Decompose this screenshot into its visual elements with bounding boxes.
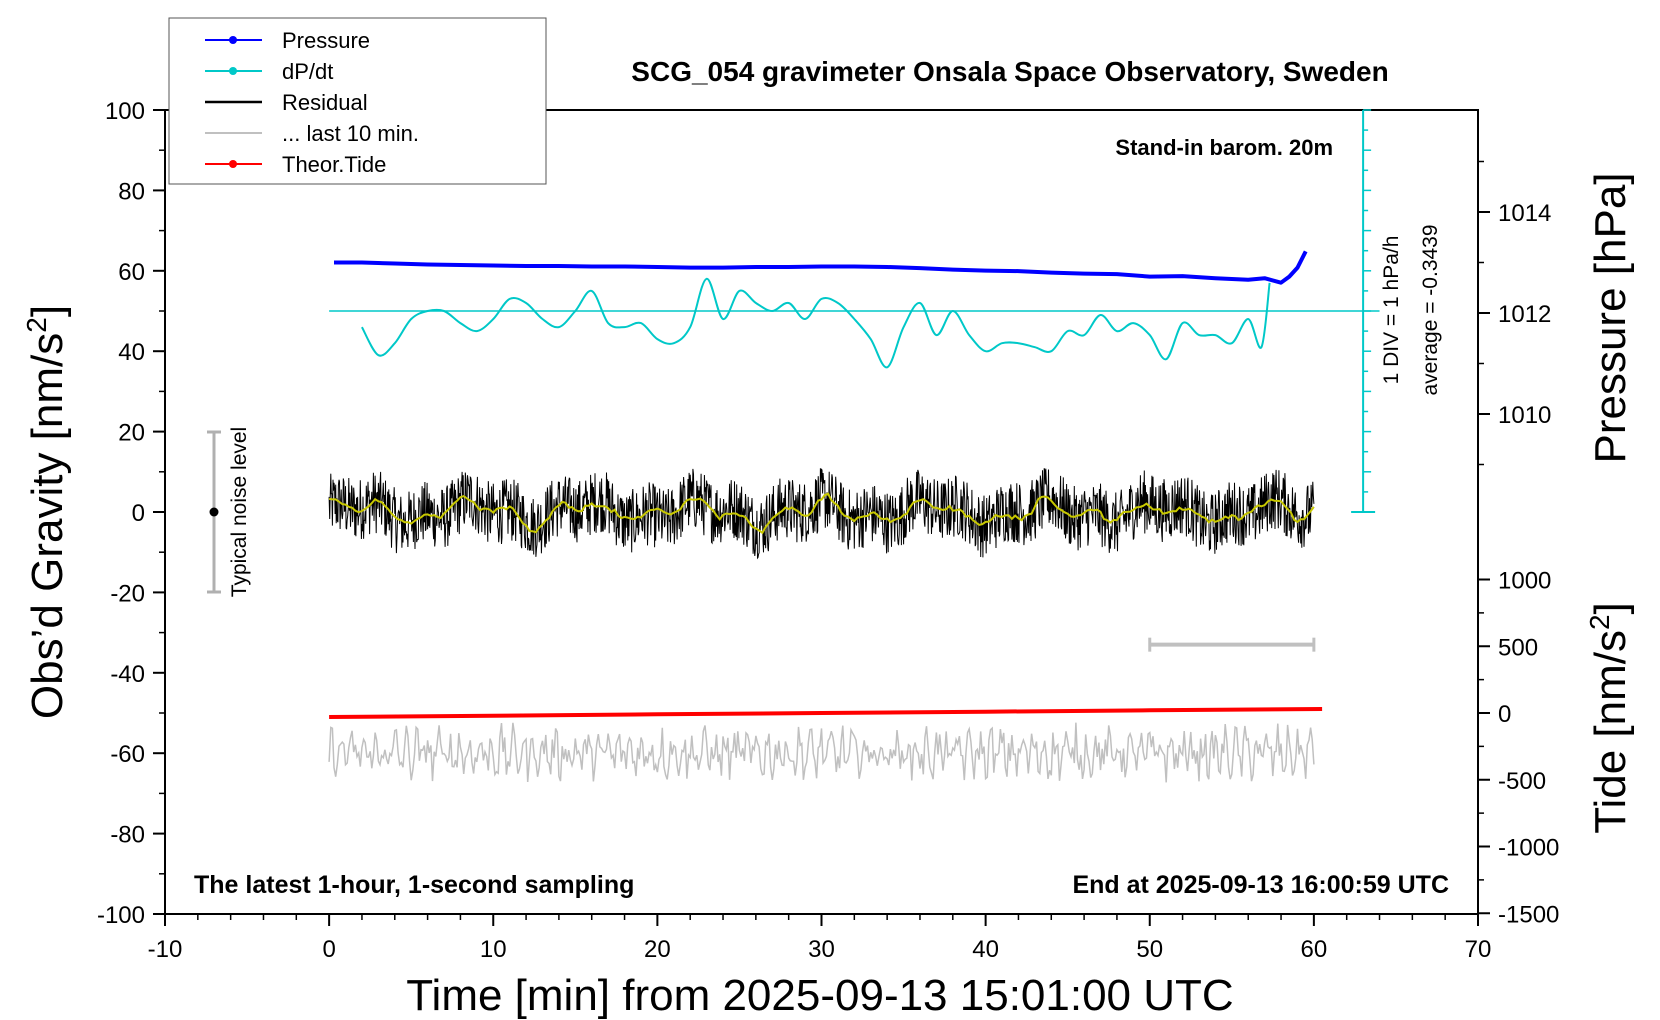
tide-tick-label: 1000 [1498, 568, 1551, 595]
x-axis: -10 0 10 20 30 40 50 60 70 [148, 914, 1492, 963]
pressure-tick-label: 1014 [1498, 200, 1551, 227]
tide-tick-label: 500 [1498, 634, 1538, 661]
series-layer [328, 250, 1323, 783]
noise-label: Typical noise level [228, 427, 251, 597]
y-axis-tide: 1000 500 0 -500 -1000 -1500 [1478, 568, 1559, 928]
x-tick-label: 20 [644, 936, 671, 963]
tide-tick-label: -500 [1498, 768, 1546, 795]
residual-smooth-line [328, 492, 1315, 535]
x-tick-label: 70 [1465, 936, 1492, 963]
residual-line [328, 468, 1315, 560]
legend-marker [229, 36, 237, 44]
y-tick-label: 60 [118, 259, 145, 286]
y-tick-label: -40 [110, 661, 145, 688]
y-tick-label: -100 [97, 902, 145, 929]
legend-label: Theor.Tide [282, 152, 386, 177]
x-tick-label: 0 [322, 936, 335, 963]
y-tick-label: -80 [110, 822, 145, 849]
chart-title: SCG_054 gravimeter Onsala Space Observat… [631, 56, 1388, 87]
y-axis-label-pressure: Pressure [hPa] [1586, 172, 1635, 463]
y-left-label-sup: 2 [21, 317, 52, 333]
x-tick-label: 30 [808, 936, 835, 963]
legend: Pressure dP/dt Residual ... last 10 min. The… [168, 17, 547, 185]
legend-label: ... last 10 min. [282, 121, 419, 146]
noise-level-indicator: Typical noise level [207, 427, 251, 597]
pressure-tick-label: 1012 [1498, 301, 1551, 328]
tide-tick-label: -1500 [1498, 901, 1559, 928]
x-tick-label: 40 [972, 936, 999, 963]
average-label: average = -0.3439 [1419, 224, 1442, 395]
y-tick-label: 80 [118, 178, 145, 205]
y-tick-label: -60 [110, 741, 145, 768]
x-tick-label: 50 [1136, 936, 1163, 963]
y-left-label-close: ] [23, 305, 72, 317]
legend-marker [229, 160, 237, 168]
y-tick-label: 40 [118, 339, 145, 366]
legend-marker [229, 67, 237, 75]
tide-tick-label: 0 [1498, 701, 1511, 728]
tide-label-text: Tide [nm/s [1586, 630, 1635, 834]
end-time-note: End at 2025-09-13 16:00:59 UTC [1072, 871, 1449, 899]
y-left-label-text: Obs’d Gravity [nm/s [23, 333, 72, 719]
y-tick-label: 100 [105, 98, 145, 125]
y-axis-label-tide: Tide [nm/s2] [1584, 602, 1635, 834]
x-tick-label: 10 [480, 936, 507, 963]
tide-label-sup: 2 [1584, 614, 1615, 630]
pressure-line [334, 250, 1308, 285]
pressure-tick-label: 1010 [1498, 402, 1551, 429]
sampling-note: The latest 1-hour, 1-second sampling [194, 871, 634, 899]
tide-tick-label: -1000 [1498, 835, 1559, 862]
tide-line [329, 707, 1323, 719]
x-tick-label: -10 [148, 936, 183, 963]
last10-line [328, 722, 1315, 783]
y-tick-label: -20 [110, 580, 145, 607]
dpdt-reference [329, 109, 1380, 513]
legend-label: Residual [282, 90, 368, 115]
y-tick-label: 0 [132, 500, 145, 527]
y-axis-left: 100 80 60 40 20 0 -20 -40 -60 -80 -100 [97, 98, 165, 929]
y-axis-label-left: Obs’d Gravity [nm/s2] [21, 305, 72, 719]
barometer-note: Stand-in barom. 20m [1115, 135, 1333, 160]
div-scale-label: 1 DIV = 1 hPa/h [1380, 236, 1403, 385]
dpdt-line [361, 277, 1271, 369]
x-axis-label: Time [min] from 2025-09-13 15:01:00 UTC [406, 971, 1233, 1020]
x-tick-label: 60 [1301, 936, 1328, 963]
legend-label: Pressure [282, 28, 370, 53]
y-axis-pressure: 1014 1012 1010 [1478, 160, 1551, 466]
tide-label-close: ] [1586, 602, 1635, 614]
y-tick-label: 20 [118, 420, 145, 447]
legend-label: dP/dt [282, 59, 333, 84]
